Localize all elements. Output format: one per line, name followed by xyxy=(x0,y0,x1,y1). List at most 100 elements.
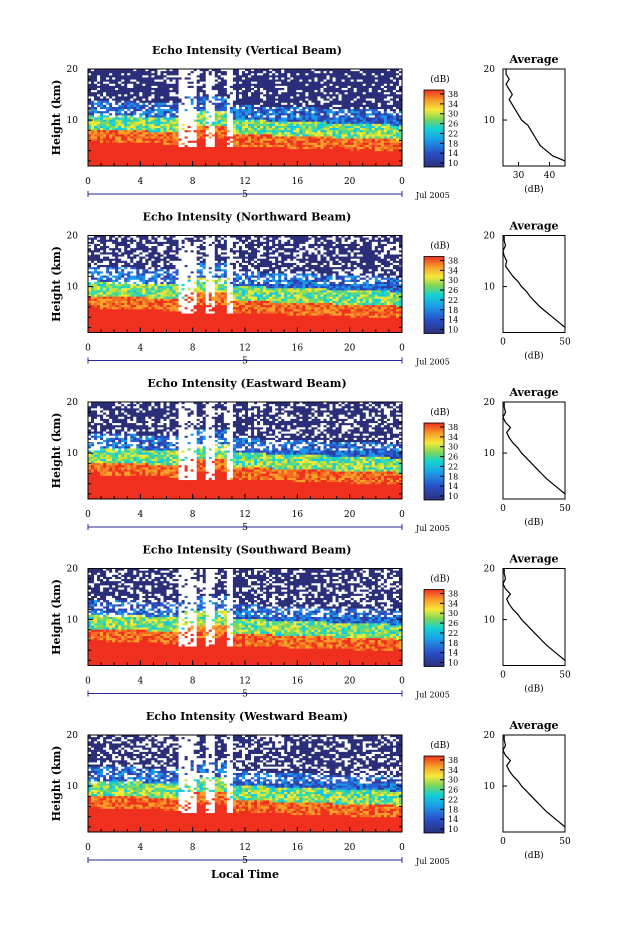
heatmap-cell xyxy=(139,155,143,158)
heatmap-cell xyxy=(241,159,246,163)
heatmap-cell xyxy=(217,113,222,116)
heatmap-cell xyxy=(272,115,276,118)
heatmap-cell xyxy=(260,104,264,108)
heatmap-cell xyxy=(226,90,231,93)
heatmap-cell xyxy=(278,85,282,89)
heatmap-cell xyxy=(145,90,149,93)
heatmap-cell xyxy=(139,142,143,146)
heatmap-cell xyxy=(226,94,231,97)
heatmap-cell xyxy=(217,163,222,167)
heatmap-cell xyxy=(124,77,128,80)
heatmap-cell xyxy=(124,163,128,167)
heatmap-cell xyxy=(91,81,95,85)
heatmap-cell xyxy=(112,153,116,156)
heatmap-cell xyxy=(157,106,161,110)
heatmap-cell xyxy=(269,111,273,114)
heatmap-cell xyxy=(172,144,176,148)
heatmap-cell xyxy=(217,134,222,137)
heatmap-cell xyxy=(172,163,176,167)
heatmap-cell xyxy=(190,157,195,161)
heatmap-cell xyxy=(100,104,104,108)
heatmap-cell xyxy=(184,104,189,108)
heatmap-cell xyxy=(127,155,131,158)
heatmap-cell xyxy=(217,149,222,152)
heatmap-cell xyxy=(109,85,113,89)
heatmap-cell xyxy=(100,119,104,123)
heatmap-cell xyxy=(199,69,204,72)
heatmap-cell xyxy=(187,96,192,99)
heatmap-cell xyxy=(208,153,213,156)
heatmap-cell xyxy=(241,155,246,158)
heatmap-cell xyxy=(266,125,270,129)
heatmap-cell xyxy=(202,85,207,89)
heatmap-cell xyxy=(193,117,198,121)
heatmap-cell xyxy=(214,153,219,156)
heatmap-cell xyxy=(214,130,219,133)
heatmap-cell xyxy=(266,100,270,104)
x-tick-label: 12 xyxy=(239,177,250,187)
heatmap-cell xyxy=(124,98,128,102)
heatmap-cell xyxy=(115,151,119,154)
heatmap-cell xyxy=(272,98,276,102)
heatmap-cell xyxy=(245,161,249,165)
heatmap-cell xyxy=(238,163,243,167)
heatmap-cell xyxy=(205,115,210,118)
heatmap-cell xyxy=(160,71,164,74)
heatmap-cell xyxy=(248,128,252,131)
heatmap-cell xyxy=(269,151,273,154)
heatmap-cell xyxy=(217,77,222,80)
heatmap-cell xyxy=(196,157,201,161)
heatmap-cell xyxy=(91,92,95,95)
heatmap-cell xyxy=(238,138,243,142)
heatmap-cell xyxy=(130,144,134,148)
heatmap-cell xyxy=(91,87,95,91)
heatmap-cell xyxy=(217,100,222,104)
heatmap-cell xyxy=(238,136,243,139)
heatmap-cell xyxy=(211,106,216,110)
heatmap-cell xyxy=(130,136,134,139)
heatmap-cell xyxy=(254,142,258,146)
heatmap-cell xyxy=(278,125,282,129)
heatmap-cell xyxy=(254,117,258,121)
heatmap-cell xyxy=(130,104,134,108)
heatmap-cell xyxy=(97,98,101,102)
heatmap-cell xyxy=(175,98,179,102)
heatmap-cell xyxy=(118,113,122,116)
heatmap-cell xyxy=(172,117,176,121)
heatmap-cell xyxy=(130,69,134,72)
heatmap-cell xyxy=(100,77,104,80)
heatmap-cell xyxy=(88,104,92,108)
heatmap-cell xyxy=(130,140,134,144)
heatmap-cell xyxy=(178,119,182,123)
heatmap-cell xyxy=(190,119,195,123)
heatmap-cell xyxy=(217,121,222,125)
heatmap-cell xyxy=(190,92,195,95)
heatmap-cell xyxy=(272,119,276,123)
heatmap-cell xyxy=(205,69,210,72)
heatmap-cell xyxy=(127,123,131,127)
heatmap-cell xyxy=(181,138,186,142)
heatmap-cell xyxy=(97,106,101,110)
heatmap-cell xyxy=(196,121,201,125)
heatmap-cell xyxy=(97,159,101,163)
heatmap-cell xyxy=(263,132,267,135)
heatmap-cell xyxy=(205,106,210,110)
heatmap-cell xyxy=(112,130,116,133)
heatmap-cell xyxy=(172,153,176,156)
heatmap-cell xyxy=(109,102,113,106)
heatmap-cell xyxy=(151,73,155,76)
heatmap-cell xyxy=(217,115,222,118)
heatmap-cell xyxy=(118,92,122,95)
heatmap-cell xyxy=(278,96,282,99)
heatmap-cell xyxy=(127,142,131,146)
heatmap-cell xyxy=(94,155,98,158)
heatmap-cell xyxy=(199,125,204,129)
heatmap-cell xyxy=(208,159,213,163)
heatmap-cell xyxy=(139,94,143,97)
heatmap-cell xyxy=(175,161,179,165)
heatmap-cell xyxy=(103,113,107,116)
heatmap-cell xyxy=(181,130,186,133)
heatmap-cell xyxy=(202,102,207,106)
heatmap-cell xyxy=(136,79,140,83)
heatmap-cell xyxy=(205,149,210,152)
